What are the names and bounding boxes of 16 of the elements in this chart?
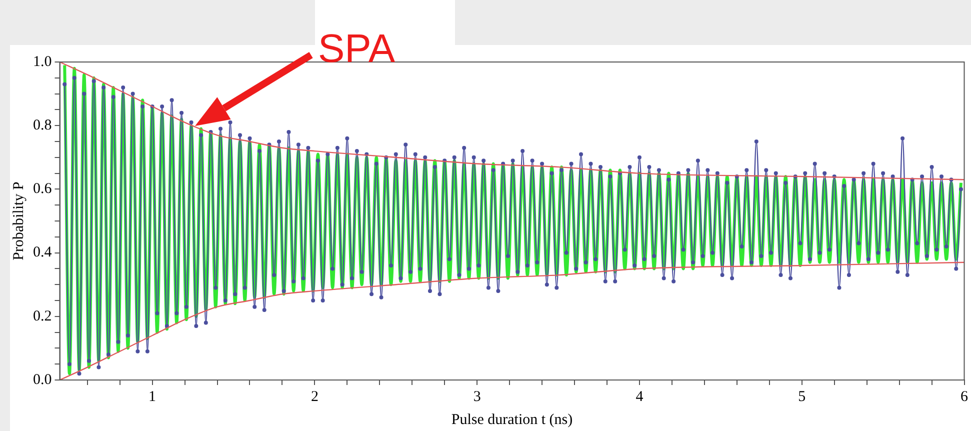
x-tick-label: 1 (148, 388, 156, 405)
y-tick-label: 0.8 (33, 118, 52, 134)
y-tick-label: 1.0 (33, 54, 52, 70)
y-tick-label: 0.6 (33, 181, 52, 198)
x-tick-label: 5 (798, 388, 806, 405)
x-tick-label: 4 (636, 388, 644, 405)
x-tick-label: 6 (960, 388, 968, 405)
y-tick-label: 0.2 (33, 308, 52, 324)
y-axis-title: Probability P (10, 182, 27, 260)
y-tick-label: 0.4 (33, 244, 52, 261)
y-tick-label: 0.0 (33, 372, 52, 388)
x-tick-label: 2 (310, 388, 318, 405)
line-series (60, 62, 964, 180)
annotation: SPA (318, 27, 396, 71)
x-tick-label: 3 (473, 388, 481, 405)
x-axis-title: Pulse duration t (ns) (451, 412, 573, 428)
